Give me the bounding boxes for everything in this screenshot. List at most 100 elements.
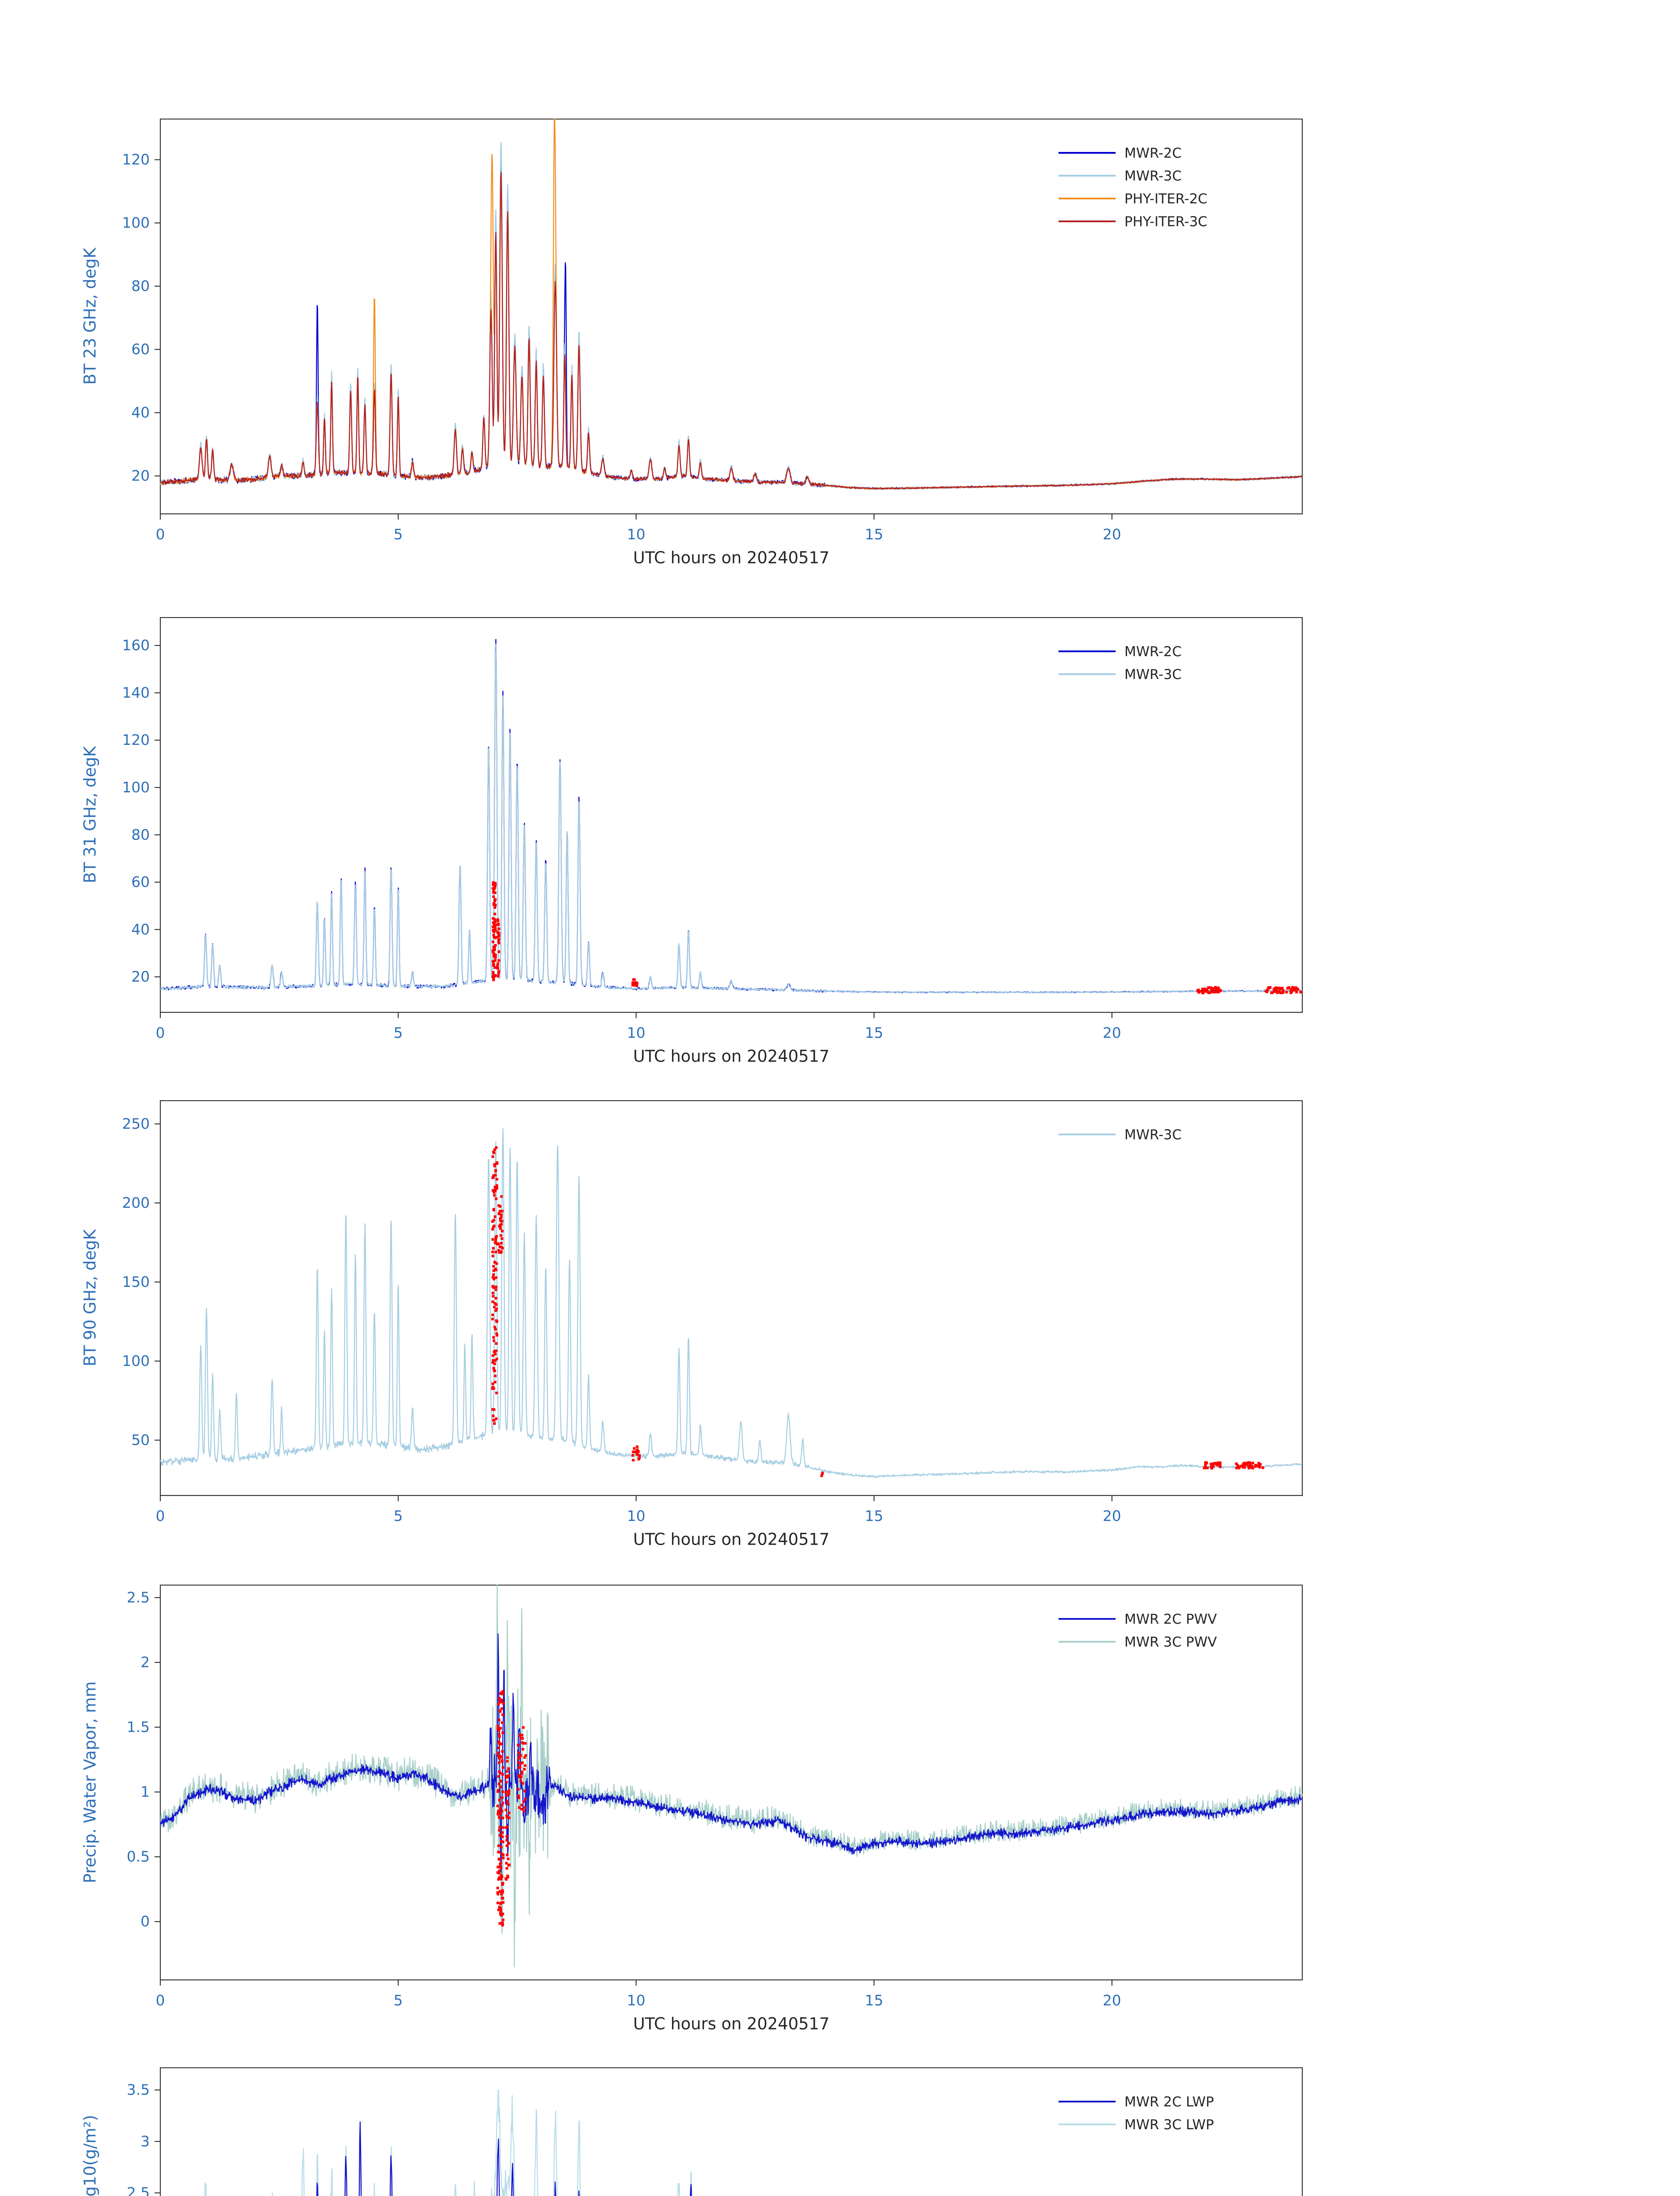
qc-flag-dot	[507, 1767, 510, 1770]
chart-bt-90ghz: BT 90 GHz, degK UTC hours on 20240517 50…	[0, 1100, 1680, 1566]
qc-flag-dot	[498, 1922, 501, 1925]
qc-flag-dot	[507, 1811, 510, 1814]
y-tick-label: 3.5	[127, 2081, 150, 2098]
qc-flag-dot	[497, 972, 500, 975]
x-tick-label: 5	[394, 1024, 403, 1041]
x-tick-label: 10	[627, 1024, 645, 1041]
qc-flag-dot	[494, 1268, 497, 1271]
qc-flag-dot	[495, 1262, 498, 1265]
qc-flag-dot	[1257, 1462, 1260, 1465]
qc-flag-dot	[521, 1748, 524, 1751]
qc-flag-dot	[1286, 987, 1289, 990]
qc-flag-dot	[507, 1802, 510, 1806]
qc-flag-dot	[492, 979, 495, 982]
y-tick-label: 100	[122, 1352, 150, 1369]
qc-flag-dot	[491, 1354, 495, 1357]
qc-flag-dot	[638, 1456, 641, 1459]
qc-flag-dot	[494, 1238, 497, 1241]
y-tick-label: 20	[131, 968, 150, 985]
qc-flag-dot	[500, 1804, 503, 1807]
qc-flag-dot	[493, 1351, 496, 1353]
qc-flag-dot	[524, 1742, 527, 1745]
qc-flag-dot	[497, 1754, 500, 1757]
qc-flag-dot	[495, 1334, 499, 1337]
y-tick-label: 120	[122, 731, 150, 748]
qc-flag-dot	[517, 1794, 520, 1797]
qc-flag-dot	[491, 928, 495, 932]
plot-frame	[159, 2067, 1303, 2196]
series-mwr-2c	[160, 639, 1303, 993]
qc-flag-dot	[1290, 988, 1293, 991]
legend-label: MWR 3C PWV	[1124, 1634, 1217, 1650]
qc-flag-dot	[1250, 1466, 1253, 1469]
qc-flag-dot	[1296, 988, 1299, 991]
qc-flag-dot	[1219, 1463, 1222, 1466]
qc-flag-dot	[494, 1215, 496, 1218]
qc-flag-dot	[499, 1743, 502, 1746]
qc-flag-dot	[494, 926, 497, 929]
qc-flag-dot	[496, 1901, 499, 1904]
qc-flag-dot	[498, 1709, 501, 1712]
qc-flag-dot	[498, 1906, 501, 1909]
qc-flag-dot	[499, 1227, 502, 1230]
qc-flag-dot	[505, 1878, 508, 1881]
qc-flag-dot	[633, 978, 636, 981]
qc-flag-dot	[494, 882, 497, 885]
qc-flag-dot	[499, 1912, 502, 1915]
plot-frame	[159, 617, 1303, 1013]
qc-flag-dot	[497, 1703, 500, 1706]
qc-flag-dot	[1245, 1463, 1248, 1466]
qc-flag-dot	[524, 1764, 527, 1767]
qc-flag-dot	[521, 1782, 524, 1785]
y-tick-label: 140	[122, 684, 150, 701]
qc-flag-dot	[507, 1857, 510, 1860]
qc-flag-dot	[501, 1923, 504, 1926]
qc-flag-dot	[494, 1374, 497, 1377]
qc-flag-dot	[517, 1751, 520, 1754]
qc-flag-dot	[492, 1208, 495, 1211]
qc-flag-dot	[496, 1752, 499, 1755]
qc-flag-dot	[501, 1802, 504, 1805]
x-tick-label: 5	[394, 1507, 403, 1524]
qc-flag-dot	[494, 954, 497, 957]
qc-flag-dot	[501, 1882, 504, 1885]
qc-flag-dot	[496, 1790, 499, 1793]
y-tick-label: 1.5	[127, 1719, 150, 1736]
qc-flag-dot	[1241, 1463, 1244, 1466]
x-tick-label: 5	[394, 526, 403, 543]
qc-flag-dot	[505, 1839, 508, 1842]
y-tick-label: 0	[141, 1913, 150, 1930]
qc-flag-dot	[492, 1408, 495, 1411]
x-tick-label: 20	[1103, 1992, 1121, 2009]
qc-flag-dot	[497, 1872, 500, 1875]
qc-flag-dot	[495, 1162, 499, 1165]
qc-flag-dot	[517, 1761, 520, 1764]
qc-flag-dot	[501, 1831, 504, 1834]
qc-flag-dot	[492, 1265, 495, 1268]
qc-flag-dot	[523, 1806, 526, 1809]
series-phy-iter-3c	[160, 171, 1303, 490]
qc-flag-dot	[500, 1700, 503, 1703]
qc-flag-dot	[496, 962, 499, 965]
qc-flag-dot	[501, 1693, 504, 1696]
qc-flag-dot	[638, 1454, 641, 1457]
qc-flag-dot	[520, 1737, 523, 1740]
qc-flag-dot	[504, 1826, 507, 1829]
chart-bt-23ghz: BT 23 GHz, degK UTC hours on 20240517 20…	[0, 119, 1680, 584]
qc-flag-dot	[1295, 990, 1298, 993]
qc-flag-dot	[492, 1336, 495, 1339]
qc-flag-dot	[496, 935, 499, 939]
qc-flag-dot	[495, 1178, 499, 1181]
qc-flag-dot	[498, 1735, 501, 1738]
qc-flag-dot	[499, 1772, 502, 1774]
legend-label: MWR 3C LWP	[1124, 2117, 1214, 2133]
qc-flag-dot	[506, 1844, 509, 1847]
qc-flag-dot	[499, 1866, 502, 1869]
y-tick-label: 20	[131, 467, 150, 484]
qc-flag-dot	[501, 1750, 504, 1753]
qc-flag-dot	[522, 1742, 525, 1745]
qc-flag-dot	[501, 1912, 504, 1915]
qc-flag-dot	[500, 1213, 503, 1216]
qc-flag-dot	[1205, 1466, 1208, 1470]
qc-flag-dot	[1208, 991, 1211, 994]
